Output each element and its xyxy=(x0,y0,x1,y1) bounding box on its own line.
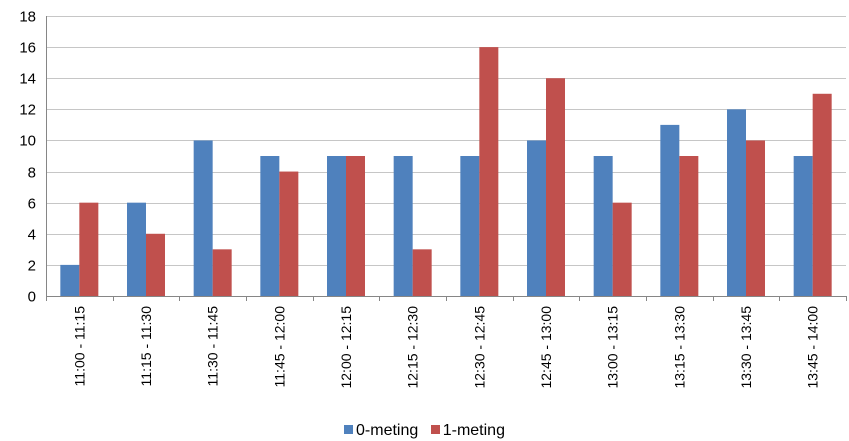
x-tick-label: 12:15 - 12:30 xyxy=(405,306,421,389)
legend: 0-meting 1-meting xyxy=(0,421,849,441)
bar-1-meting-13:15 - 13:30 xyxy=(679,156,699,296)
legend-item-series-1: 1-meting xyxy=(430,421,505,441)
y-tick-label: 18 xyxy=(19,9,36,26)
x-tick-label: 11:45 - 12:00 xyxy=(271,306,287,388)
bar-0-meting-11:30 - 11:45 xyxy=(193,140,213,296)
y-tick-label: 0 xyxy=(28,289,36,306)
bar-0-meting-11:00 - 11:15 xyxy=(60,264,80,296)
bar-0-meting-13:45 - 14:00 xyxy=(793,156,813,296)
x-tick-label: 13:15 - 13:30 xyxy=(671,306,687,389)
bar-1-meting-11:45 - 12:00 xyxy=(279,171,299,296)
bar-1-meting-13:45 - 14:00 xyxy=(812,93,832,297)
x-tick-label: 13:30 - 13:45 xyxy=(738,306,754,389)
bar-0-meting-12:15 - 12:30 xyxy=(393,156,413,296)
bar-1-meting-13:00 - 13:15 xyxy=(612,202,632,296)
y-tick-label: 2 xyxy=(28,258,36,275)
bar-1-meting-12:30 - 12:45 xyxy=(479,47,499,296)
bar-0-meting-12:30 - 12:45 xyxy=(460,156,480,296)
bar-0-meting-13:15 - 13:30 xyxy=(660,124,680,296)
y-tick-label: 8 xyxy=(28,165,36,182)
bar-1-meting-11:15 - 11:30 xyxy=(146,233,165,296)
bar-1-meting-11:00 - 11:15 xyxy=(79,202,99,296)
bar-0-meting-12:45 - 13:00 xyxy=(527,140,546,296)
x-tick-label: 12:45 - 13:00 xyxy=(538,306,554,389)
y-tick-label: 12 xyxy=(19,102,36,119)
legend-swatch-series-0 xyxy=(344,425,354,435)
bar-1-meting-12:15 - 12:30 xyxy=(412,249,432,296)
bar-1-meting-12:45 - 13:00 xyxy=(546,78,565,296)
x-tick-label: 11:30 - 11:45 xyxy=(205,306,221,387)
x-tick-label: 12:00 - 12:15 xyxy=(338,306,354,389)
bar-1-meting-11:30 - 11:45 xyxy=(212,249,232,296)
bar-0-meting-12:00 - 12:15 xyxy=(327,156,346,296)
y-tick-label: 10 xyxy=(19,133,36,150)
x-tick-label: 11:00 - 11:15 xyxy=(71,306,87,387)
y-tick-label: 16 xyxy=(19,40,36,57)
y-tick-label: 4 xyxy=(28,227,36,244)
x-tick-label: 13:45 - 14:00 xyxy=(805,306,821,389)
x-tick-label: 11:15 - 11:30 xyxy=(138,306,154,387)
legend-item-series-0: 0-meting xyxy=(344,421,418,441)
bar-1-meting-12:00 - 12:15 xyxy=(346,156,365,296)
legend-label-series-1: 1-meting xyxy=(442,422,505,439)
y-tick-label: 14 xyxy=(19,71,36,88)
legend-label-series-0: 0-meting xyxy=(356,422,419,439)
bar-0-meting-13:00 - 13:15 xyxy=(593,156,613,296)
bar-1-meting-13:30 - 13:45 xyxy=(746,140,765,296)
y-tick-label: 6 xyxy=(28,196,36,213)
bar-0-meting-11:15 - 11:30 xyxy=(127,202,146,296)
bar-0-meting-11:45 - 12:00 xyxy=(260,156,280,296)
x-tick-label: 12:30 - 12:45 xyxy=(471,306,487,389)
bar-0-meting-13:30 - 13:45 xyxy=(727,109,746,296)
legend-swatch-series-1 xyxy=(430,425,440,435)
x-tick-label: 13:00 - 13:15 xyxy=(605,306,621,389)
